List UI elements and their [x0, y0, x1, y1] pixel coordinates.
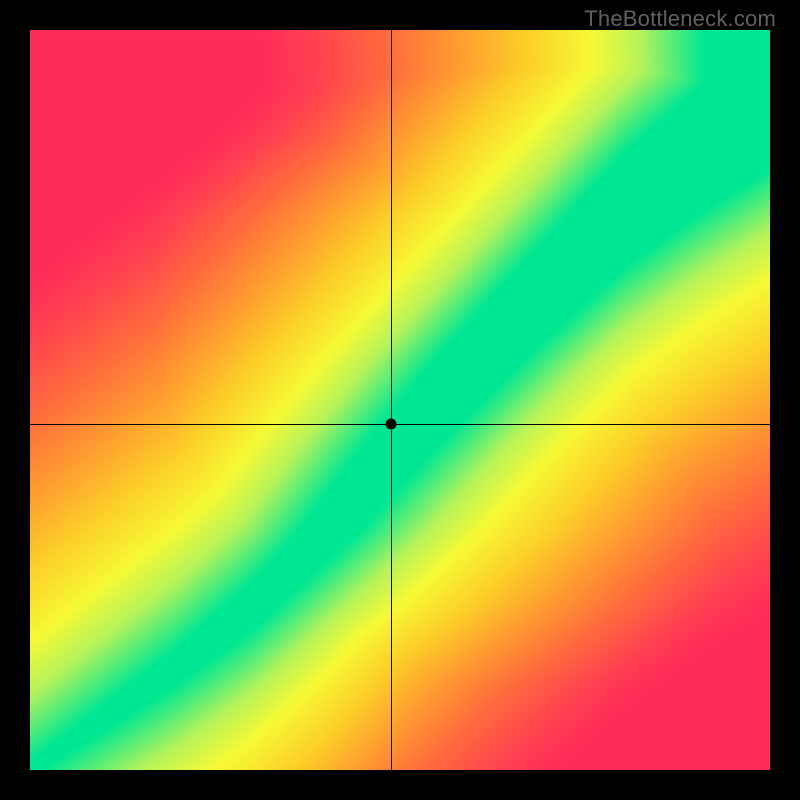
- watermark-text: TheBottleneck.com: [584, 6, 776, 32]
- heatmap-canvas: [30, 30, 770, 770]
- crosshair-vertical: [391, 30, 392, 770]
- crosshair-marker-dot: [386, 418, 397, 429]
- crosshair-horizontal: [30, 424, 770, 425]
- heatmap-plot-area: [30, 30, 770, 770]
